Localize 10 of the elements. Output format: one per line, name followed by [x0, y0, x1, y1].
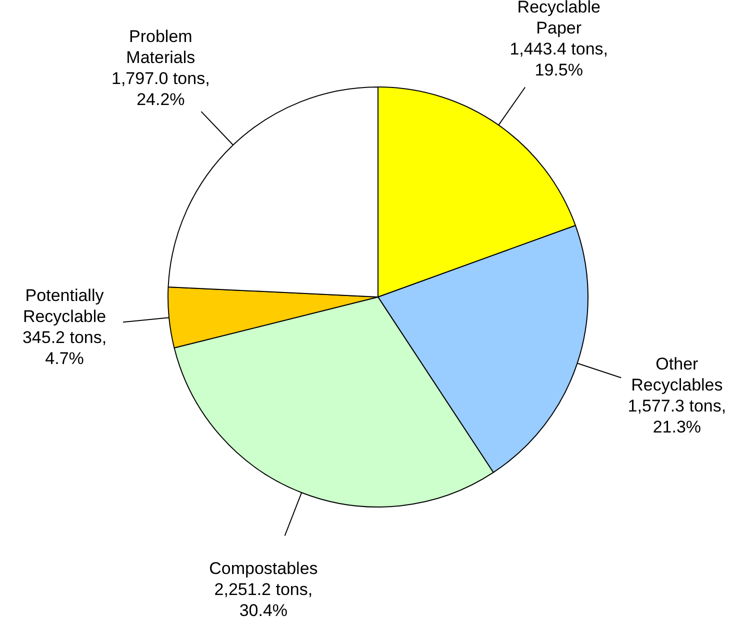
data-label: 1,443.4 tons, 19.5% — [510, 39, 608, 80]
slice-label: Problem Materials — [126, 27, 196, 68]
data-label: 1,797.0 tons, 24.2% — [112, 69, 210, 110]
slice-label: Potentially Recyclable — [22, 286, 106, 326]
slice-label: Recyclable Paper — [517, 0, 600, 38]
slice-label: Compostables — [209, 559, 318, 578]
data-label: 345.2 tons, 4.7% — [22, 328, 107, 368]
data-label: 1,577.3 tons, 21.3% — [628, 396, 726, 437]
slice-label: Other Recyclables — [631, 354, 723, 395]
data-label: 2,251.2 tons, 30.4% — [214, 580, 313, 620]
